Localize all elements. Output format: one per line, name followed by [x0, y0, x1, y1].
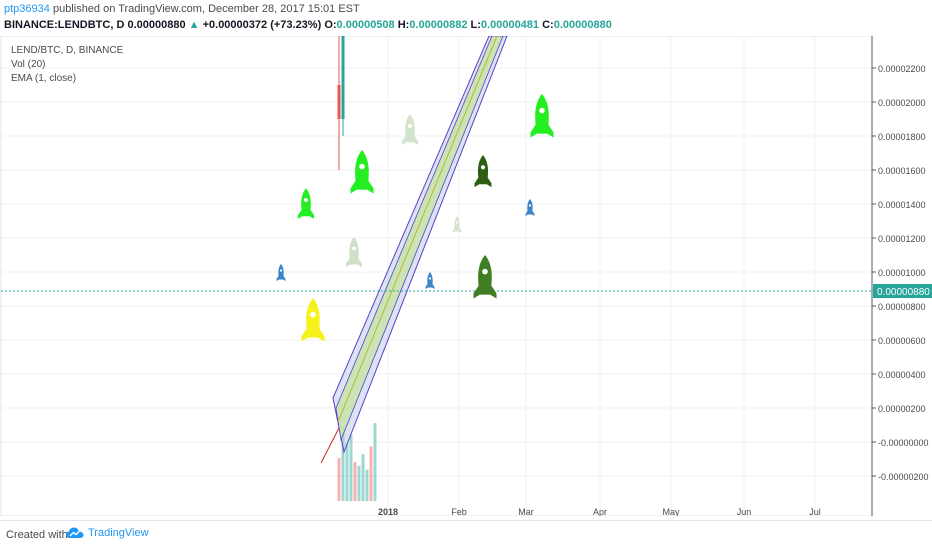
high-label: H:: [397, 19, 410, 31]
volume-bar: [357, 465, 361, 501]
x-tick-label: 2018: [378, 507, 398, 516]
y-tick-label: 0.00001200: [878, 234, 926, 244]
ohlc-bar: BINANCE:LENDBTC, D 0.00000880 ▲ +0.00000…: [4, 17, 612, 33]
x-tick-label: May: [662, 507, 680, 516]
y-tick-label: 0.00000600: [878, 336, 926, 346]
volume-bar: [341, 426, 345, 501]
volume-bar: [349, 434, 353, 501]
x-tick-label: Apr: [593, 507, 607, 516]
low-label: L:: [470, 19, 481, 31]
y-tick-label: 0.00001600: [878, 166, 926, 176]
y-tick-label: 0.00000800: [878, 302, 926, 312]
price-change: +0.00000372 (+73.23%): [202, 19, 322, 31]
price-chart[interactable]: 0.00002200 0.00002000 0.00001800 0.00001600…: [0, 36, 932, 516]
close-label: C:: [542, 19, 554, 31]
last-price: 0.00000880: [127, 19, 186, 31]
y-tick-label: 0.00001800: [878, 132, 926, 142]
last-price-tag-label: 0.00000880: [877, 287, 930, 298]
rocket-icon: [474, 155, 492, 188]
symbol-label: BINANCE:LENDBTC, D: [4, 19, 125, 31]
y-tick-label: 0.00001000: [878, 268, 926, 278]
volume-bar: [373, 423, 377, 501]
tradingview-brand-link[interactable]: TradingView: [66, 527, 149, 539]
rocket-icon: [525, 199, 535, 216]
volume-bar: [337, 458, 341, 501]
candle-body: [337, 85, 341, 119]
channel-midline: [337, 36, 498, 423]
created-with-label: Created with: [6, 529, 68, 541]
published-text: published on TradingView.com, December 2…: [52, 3, 360, 15]
y-axis: 0.00002200 0.00002000 0.00001800 0.00001600…: [872, 64, 929, 482]
channel-inner: [335, 36, 504, 442]
volume-bar: [345, 442, 349, 501]
high-value: 0.00000882: [409, 19, 468, 31]
volume-bar: [353, 462, 357, 501]
candle-body: [341, 36, 345, 119]
y-tick-label: 0.00002200: [878, 64, 926, 74]
trend-line: [320, 427, 340, 464]
x-tick-label: Feb: [451, 507, 467, 516]
volume-bar: [365, 469, 369, 501]
volume-bar: [361, 454, 365, 501]
rocket-icon: [401, 114, 419, 145]
publisher-username[interactable]: ptp36934: [4, 3, 50, 15]
low-value: 0.00000481: [480, 19, 540, 31]
rocket-icon: [473, 255, 497, 299]
rocket-icon: [530, 94, 554, 138]
grid: [1, 36, 872, 516]
legend-symbol[interactable]: LEND/BTC, D, BINANCE: [11, 45, 124, 56]
rocket-icon: [425, 272, 435, 289]
x-axis: 2018 Feb Mar Apr May Jun Jul: [378, 507, 821, 516]
rocket-icon: [350, 150, 374, 194]
y-tick-label: -0.00000000: [878, 438, 929, 448]
up-triangle-icon: ▲: [188, 19, 200, 31]
x-tick-label: Mar: [518, 507, 534, 516]
close-value: 0.00000880: [553, 19, 612, 31]
y-tick-label: -0.00000200: [878, 472, 929, 482]
x-tick-label: Jun: [737, 507, 752, 516]
candles: [337, 36, 345, 170]
rocket-icon: [452, 216, 462, 233]
legend-volume[interactable]: Vol (20): [11, 59, 46, 70]
open-label: O:: [324, 19, 337, 31]
rocket-icon: [346, 237, 362, 268]
y-tick-label: 0.00001400: [878, 200, 926, 210]
footer: Created with TradingView: [0, 520, 932, 551]
volume-bars: [337, 423, 377, 501]
open-value: 0.00000508: [336, 19, 395, 31]
chart-legend: LEND/BTC, D, BINANCE Vol (20) EMA (1, cl…: [11, 44, 123, 86]
tradingview-cloud-icon: [66, 527, 84, 538]
y-tick-label: 0.00000400: [878, 370, 926, 380]
y-tick-label: 0.00000200: [878, 404, 926, 414]
rocket-icon: [301, 298, 325, 342]
y-tick-label: 0.00002000: [878, 98, 926, 108]
publish-info: ptp36934 published on TradingView.com, D…: [4, 1, 360, 18]
chart-frame: [0, 36, 873, 516]
last-price-tag: [873, 284, 932, 298]
legend-ema[interactable]: EMA (1, close): [11, 73, 77, 84]
volume-bar: [369, 446, 373, 501]
x-tick-label: Jul: [809, 507, 821, 516]
tradingview-brand-text[interactable]: TradingView: [88, 527, 149, 539]
